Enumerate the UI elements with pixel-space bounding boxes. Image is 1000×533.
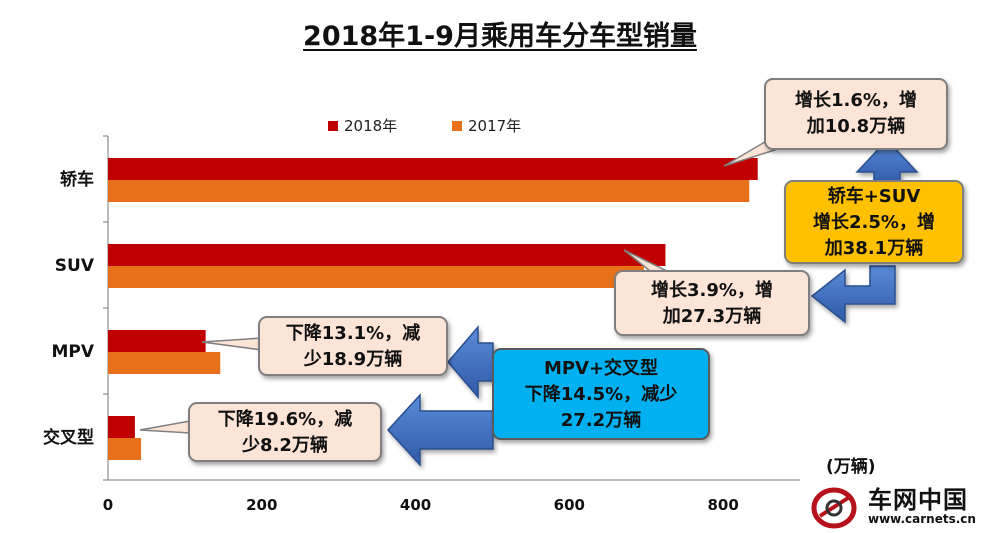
sedan-suv-summary-callout: 轿车+SUV 增长2.5%，增 加38.1万辆 [784, 180, 964, 264]
bar-2018-0 [108, 158, 758, 180]
crossover-callout-line1: 下降19.6%，减 [217, 409, 353, 430]
crossover-callout-line2: 少8.2万辆 [242, 435, 328, 456]
bar-2017-3 [108, 438, 142, 460]
x-tick-label: 200 [246, 496, 277, 514]
mpv-callout-line2: 少18.9万辆 [303, 349, 403, 370]
sedan-callout: 增长1.6%，增 加10.8万辆 [764, 78, 948, 150]
legend-label-2017: 2017年 [468, 117, 522, 135]
arrow-left-to-mpv [447, 324, 494, 400]
logo-url: www.carnets.cn [868, 512, 976, 526]
y-category-label: 轿车 [60, 169, 94, 190]
axis-unit-label: (万辆) [826, 457, 876, 477]
bar-2018-1 [108, 244, 666, 266]
y-category-labels: 轿车 SUV MPV 交叉型 [43, 169, 95, 448]
carnets-logo-icon [811, 487, 857, 529]
sedan-suv-callout-line3: 加38.1万辆 [824, 238, 924, 259]
x-tick-label: 600 [554, 496, 585, 514]
chart-title: 2018年1-9月乘用车分车型销量 [0, 14, 1000, 53]
legend-item-2018: 2018年 [328, 115, 397, 136]
suv-callout: 增长3.9%，增 加27.3万辆 [614, 270, 810, 336]
mpv-crossover-summary-callout: MPV+交叉型 下降14.5%，减少 27.2万辆 [492, 348, 710, 440]
sedan-suv-callout-line2: 增长2.5%，增 [813, 212, 935, 233]
mpv-crossover-callout-line1: MPV+交叉型 [543, 358, 659, 379]
bar-2018-3 [108, 416, 135, 438]
x-tick-label: 800 [707, 496, 738, 514]
mpv-callout: 下降13.1%，减 少18.9万辆 [258, 316, 448, 376]
legend-item-2017: 2017年 [452, 115, 521, 136]
x-tick-label: 0 [103, 496, 113, 514]
mpv-callout-pointer [201, 337, 263, 351]
legend-label-2018: 2018年 [344, 117, 398, 135]
y-category-label: SUV [55, 256, 95, 276]
x-tick-label: 400 [400, 496, 431, 514]
chart-title-text: 2018年1-9月乘用车分车型销量 [303, 21, 697, 52]
mpv-crossover-callout-line3: 27.2万辆 [560, 410, 642, 431]
legend-swatch-2018 [328, 120, 338, 131]
logo-name: 车网中国 [868, 486, 968, 514]
bar-2017-2 [108, 352, 221, 374]
callout-pointers [139, 134, 776, 434]
crossover-callout: 下降19.6%，减 少8.2万辆 [188, 402, 382, 462]
summary-arrows [386, 138, 919, 467]
bar-2018-2 [108, 330, 206, 352]
suv-callout-line2: 加27.3万辆 [662, 306, 762, 327]
suv-callout-line1: 增长3.9%，增 [651, 280, 773, 301]
y-category-label: MPV [51, 342, 94, 362]
y-category-label: 交叉型 [43, 427, 94, 448]
sedan-callout-line2: 加10.8万辆 [806, 116, 906, 137]
mpv-callout-line1: 下降13.1%，减 [285, 323, 421, 344]
mpv-crossover-callout-line2: 下降14.5%，减少 [524, 384, 678, 405]
crossover-callout-pointer [139, 420, 191, 434]
bars-layer [108, 158, 758, 460]
bar-2017-0 [108, 180, 750, 202]
arrow-left-to-crossover [386, 393, 494, 467]
bar-2017-1 [108, 266, 644, 288]
arrow-left-to-suv [810, 265, 896, 324]
legend-swatch-2017 [452, 120, 462, 131]
x-tick-labels: 0 200 400 600 800 [103, 496, 739, 514]
sedan-callout-line1: 增长1.6%，增 [795, 90, 917, 111]
sedan-suv-callout-line1: 轿车+SUV [827, 186, 921, 207]
